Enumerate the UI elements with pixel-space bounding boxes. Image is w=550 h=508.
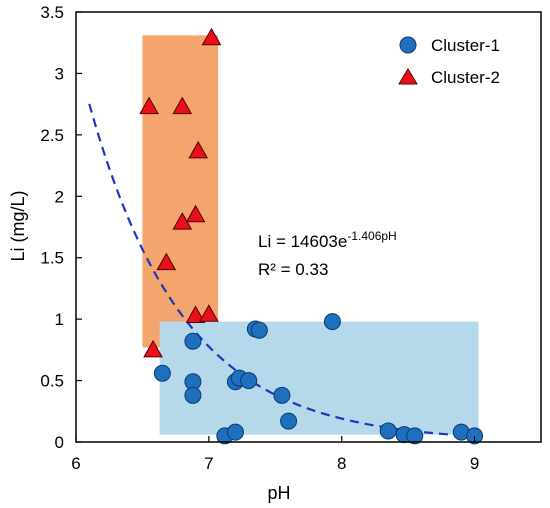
trend-equation: Li = 14603e-1.406pH — [258, 229, 397, 251]
y-tick-label: 3 — [55, 64, 64, 83]
x-tick-label: 8 — [337, 454, 346, 473]
point-cluster-2 — [199, 304, 219, 322]
point-cluster-2 — [156, 252, 177, 271]
x-tick-label: 6 — [71, 454, 80, 473]
y-axis-title: Li (mg/L) — [8, 190, 28, 261]
point-cluster-2 — [185, 204, 206, 223]
trend-equation-exponent: -1.406pH — [347, 229, 396, 243]
point-cluster-2 — [185, 305, 206, 323]
y-tick-label: 0 — [55, 433, 64, 452]
legend-label-cluster-2: Cluster-2 — [431, 68, 500, 87]
point-cluster-2 — [188, 140, 209, 159]
point-cluster-1 — [226, 423, 244, 441]
legend-marker-cluster-1 — [399, 36, 417, 54]
point-cluster-2 — [143, 339, 163, 358]
y-tick-label: 0.5 — [40, 372, 64, 391]
point-cluster-1 — [240, 372, 258, 390]
trend-equation-main: Li = 14603e — [258, 232, 347, 251]
point-cluster-1 — [184, 386, 202, 404]
legend: Cluster-1 Cluster-2 — [398, 36, 500, 87]
point-cluster-2 — [172, 96, 193, 115]
point-cluster-1 — [273, 386, 291, 404]
x-tick-label: 7 — [204, 454, 213, 473]
point-cluster-1 — [406, 427, 424, 445]
x-tick-label: 9 — [470, 454, 479, 473]
plot-frame — [75, 11, 542, 443]
y-tick-label: 1 — [55, 310, 64, 329]
legend-marker-cluster-2 — [398, 68, 418, 85]
y-tick-label: 2 — [55, 187, 64, 206]
region-cluster-2 — [142, 35, 219, 348]
point-cluster-1 — [323, 313, 341, 331]
point-cluster-1 — [250, 321, 268, 339]
point-cluster-1 — [153, 364, 171, 382]
legend-label-cluster-1: Cluster-1 — [431, 36, 500, 55]
point-cluster-1 — [280, 412, 298, 430]
point-cluster-2 — [139, 96, 159, 115]
cluster-regions — [142, 35, 479, 435]
r-squared-label: R² = 0.33 — [258, 260, 328, 279]
y-tick-label: 3.5 — [40, 3, 64, 22]
point-cluster-1 — [184, 332, 202, 350]
region-cluster-1 — [159, 321, 479, 435]
point-cluster-2 — [201, 27, 222, 46]
point-cluster-1 — [466, 427, 484, 445]
point-cluster-1 — [379, 422, 397, 440]
y-tick-label: 1.5 — [40, 249, 64, 268]
axes: 6 7 8 9 0 0.5 1 1.5 2 2.5 3 3.5 — [40, 3, 479, 473]
data-points — [139, 27, 484, 445]
x-axis-title: pH — [267, 483, 290, 503]
y-tick-label: 2.5 — [40, 126, 64, 145]
